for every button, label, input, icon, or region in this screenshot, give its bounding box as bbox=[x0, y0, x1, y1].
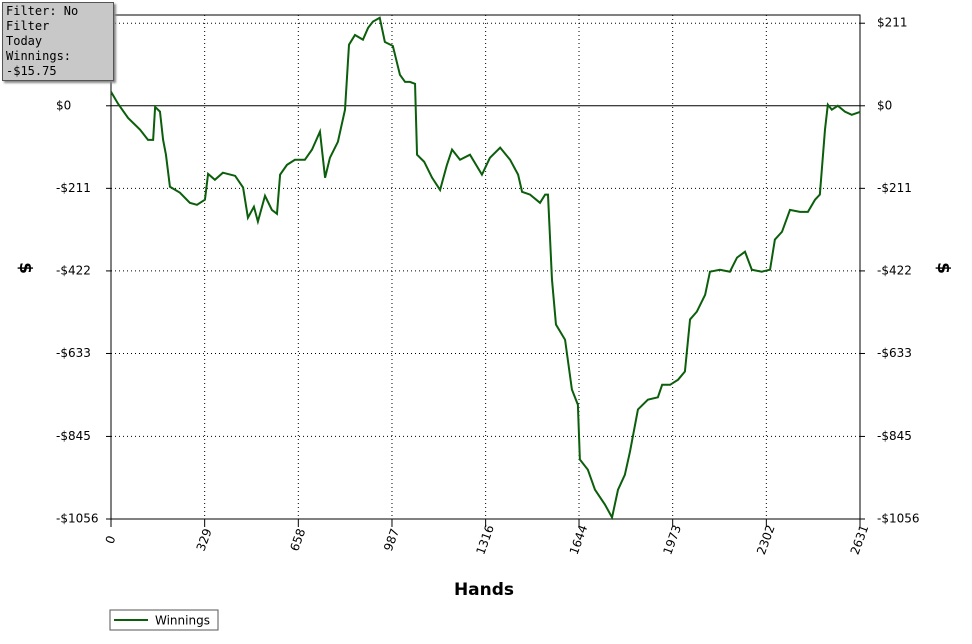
x-tick-label: 1644 bbox=[567, 523, 591, 556]
y-tick-label: -$211 bbox=[56, 181, 91, 195]
x-tick-label: 987 bbox=[381, 527, 402, 553]
y-tick-label: $0 bbox=[56, 98, 71, 112]
legend-label: Winnings bbox=[155, 614, 210, 628]
x-tick-label: 658 bbox=[287, 527, 308, 553]
x-tick-label: 2631 bbox=[848, 523, 872, 556]
x-tick-label: 1973 bbox=[660, 523, 684, 556]
y2-tick-label: -$422 bbox=[877, 263, 912, 277]
x-tick-label: 1316 bbox=[473, 523, 497, 556]
line-series bbox=[110, 16, 861, 521]
x-axis-label: Hands bbox=[454, 580, 514, 600]
info-box: Filter: No Filter Today Winnings: -$15.7… bbox=[2, 2, 114, 81]
info-winnings: Winnings: -$15.75 bbox=[6, 49, 72, 78]
y2-axis-label: $ bbox=[933, 262, 953, 274]
x-tick-label: 329 bbox=[194, 527, 215, 553]
y-axis-label: $ bbox=[15, 262, 35, 274]
y-tick-label: -$845 bbox=[56, 429, 91, 443]
legend-box bbox=[109, 609, 219, 631]
info-filter: Filter: No Filter bbox=[6, 4, 79, 33]
y2-tick-label: $211 bbox=[877, 16, 908, 30]
y2-tick-label: -$633 bbox=[877, 346, 912, 360]
x-tick-label: 2302 bbox=[754, 523, 778, 556]
y2-tick-label: -$211 bbox=[877, 181, 912, 195]
y2-tick-label: -$845 bbox=[877, 429, 912, 443]
info-period: Today bbox=[6, 34, 43, 48]
y-tick-label: -$1056 bbox=[56, 512, 99, 526]
y2-tick-label: -$1056 bbox=[877, 512, 920, 526]
y-tick-label: -$422 bbox=[56, 263, 91, 277]
y-tick-label: -$633 bbox=[56, 346, 91, 360]
y2-tick-label: $0 bbox=[877, 98, 892, 112]
x-tick-label: 0 bbox=[103, 534, 119, 546]
